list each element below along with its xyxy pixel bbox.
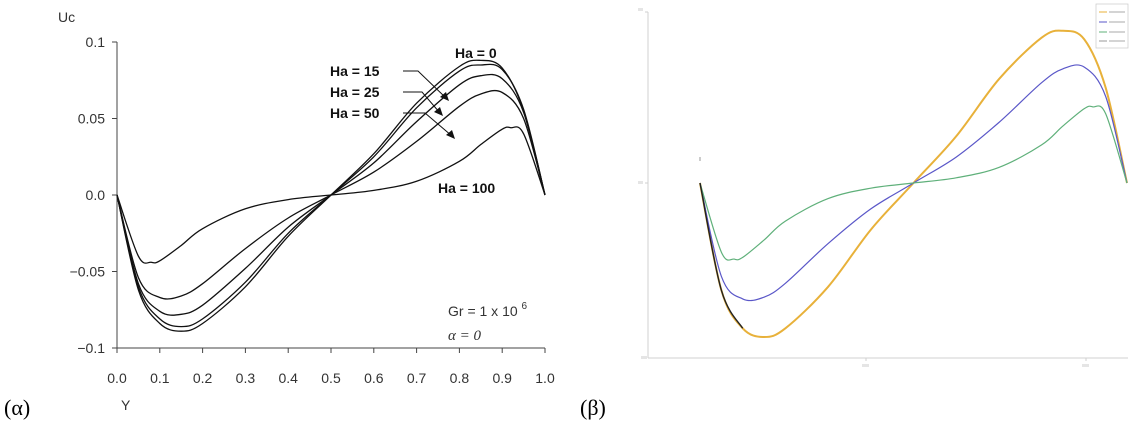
x-tick-label: 0.9	[492, 370, 512, 386]
series-group	[699, 29, 1128, 339]
faint-y-label-top	[638, 8, 643, 11]
annotation-ha-15: Ha = 15	[330, 63, 380, 79]
arrowhead-ha-25	[434, 107, 443, 116]
x-tick-label: 0.2	[193, 370, 213, 386]
legend-box	[1095, 3, 1129, 49]
y-tick-label: −0.1	[77, 340, 105, 356]
note-gr-text: Gr = 1 x 10	[448, 303, 518, 319]
faint-x-label-2	[1082, 364, 1089, 367]
annotation-arrowheads	[434, 92, 455, 139]
series-overlap-start	[699, 182, 744, 329]
annotation-ha-100: Ha = 100	[438, 180, 495, 196]
legend-text-2	[1109, 21, 1125, 23]
arrowhead-ha-15	[440, 92, 449, 101]
leader-line-ha-15	[403, 70, 447, 99]
x-axis-title: Y	[121, 397, 131, 413]
faint-x-label-1	[862, 364, 869, 367]
x-tick-label: 0.1	[150, 370, 170, 386]
y-tick-label: 0.1	[86, 34, 106, 50]
arrowhead-ha-50	[446, 130, 455, 139]
panel-label-alpha: (α)	[4, 395, 30, 420]
chart-alpha: Uc Y 0.0 0.1 0.2 0.3 0.4 0.5 0.6 0.7 0.8 0.9 1.00.…	[58, 9, 555, 413]
annotation-ha-25: Ha = 25	[330, 84, 380, 100]
y-axis-title: Uc	[58, 9, 75, 25]
legend-text-1	[1109, 11, 1125, 13]
leader-line-ha-25	[403, 91, 441, 114]
y-tick-label: 0.05	[78, 111, 105, 127]
annotation-ha-50: Ha = 50	[330, 105, 380, 121]
series-group	[116, 59, 546, 332]
leader-line-ha-50	[403, 112, 453, 137]
note-gr-exponent: 6	[522, 301, 528, 312]
chart-beta	[638, 3, 1129, 367]
legend-text-4	[1109, 40, 1125, 42]
y-tick-label: −0.05	[70, 264, 106, 280]
x-tick-label: 0.4	[278, 370, 298, 386]
x-tick-label: 0.3	[236, 370, 256, 386]
series-line-3	[699, 105, 1128, 261]
tick-marks	[645, 11, 1087, 361]
x-tick-label: 0.6	[364, 370, 384, 386]
tick-group: 0.0 0.1 0.2 0.3 0.4 0.5 0.6 0.7 0.8 0.9 1.0 0.1 0.05…	[70, 34, 555, 386]
x-tick-label: 0.5	[321, 370, 341, 386]
faint-mark	[699, 157, 701, 161]
y-tick-label: 0.0	[86, 187, 106, 203]
x-tick-label: 0.8	[450, 370, 470, 386]
faint-y-label-bottom	[641, 356, 647, 359]
series-line-ha-100	[116, 126, 546, 264]
faint-tick-labels	[638, 8, 1089, 367]
faint-y-label-mid	[638, 181, 643, 184]
annotation-leaders	[403, 70, 453, 137]
panel-label-beta: (β)	[580, 395, 606, 420]
annotation-ha-0: Ha = 0	[455, 45, 497, 61]
x-tick-label: 0.7	[407, 370, 427, 386]
note-alpha: α = 0	[448, 328, 481, 344]
x-tick-label: 1.0	[535, 370, 555, 386]
x-tick-label: 0.0	[107, 370, 127, 386]
legend-text-3	[1109, 31, 1125, 33]
series-line-1	[699, 29, 1128, 339]
note-gr: Gr = 1 x 10 6	[448, 301, 528, 319]
